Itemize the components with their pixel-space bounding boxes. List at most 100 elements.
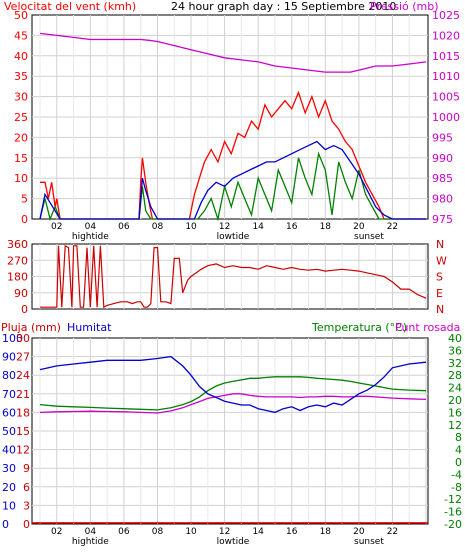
pressure-title: Pressió (mb) (370, 0, 439, 13)
y-right-tick-label: N (436, 303, 444, 316)
x-tick-label: 08 (152, 222, 164, 232)
y-left-tick-label: 180 (7, 271, 28, 284)
x-tick-label: 10 (185, 222, 197, 232)
y-right-tick-label: 1020 (432, 29, 460, 42)
y-rain-tick-label: 9 (23, 462, 30, 475)
temp-panel-axes: 0102030405060708090100036912151821242730… (2, 332, 462, 547)
x-tick-label: 02 (51, 527, 62, 537)
x-tick-label: 06 (118, 222, 130, 232)
wind-panel-grid (32, 15, 428, 219)
y-temp-tick-label: -20 (444, 518, 462, 531)
y-humidity-tick-label: 100 (2, 332, 23, 345)
y-left-tick-label: 15 (14, 152, 28, 165)
y-temp-tick-label: -16 (444, 506, 462, 519)
x-tick-label: 16 (286, 222, 298, 232)
y-rain-tick-label: 15 (16, 425, 30, 438)
y-humidity-tick-label: 10 (2, 499, 16, 512)
y-right-tick-label: 975 (432, 213, 453, 226)
y-humidity-tick-label: 60 (2, 406, 16, 419)
y-temp-tick-label: 4 (455, 444, 462, 457)
series-dewpoint (39, 393, 427, 414)
y-right-tick-label: 1010 (432, 70, 460, 83)
y-left-tick-label: 40 (14, 50, 28, 63)
y-temp-tick-label: 40 (448, 332, 462, 345)
y-humidity-tick-label: 90 (2, 351, 16, 364)
x-tick-label: 12 (219, 222, 230, 232)
y-humidity-tick-label: 20 (2, 481, 16, 494)
y-left-tick-label: 35 (14, 70, 28, 83)
y-left-tick-label: 50 (14, 9, 28, 22)
dew-title: Punt rosada (395, 321, 460, 334)
series-temperature (39, 376, 427, 411)
x-tick-label: 02 (51, 222, 62, 232)
y-humidity-tick-label: 0 (2, 518, 9, 531)
y-right-tick-label: W (436, 254, 447, 267)
x-tick-label: 14 (252, 222, 264, 232)
y-temp-tick-label: 32 (448, 357, 462, 370)
y-temp-tick-label: 16 (448, 406, 462, 419)
y-left-tick-label: 90 (14, 287, 28, 300)
y-right-tick-label: E (436, 287, 443, 300)
marker-label: lowtide (217, 537, 250, 547)
x-tick-label: 22 (387, 527, 398, 537)
wind-panel-series (39, 32, 427, 222)
y-humidity-tick-label: 80 (2, 369, 16, 382)
marker-label: sunset (354, 537, 384, 547)
humidity-title: Humitat (67, 321, 112, 334)
y-left-tick-label: 20 (14, 131, 28, 144)
y-humidity-tick-label: 70 (2, 388, 16, 401)
x-tick-label: 10 (185, 527, 197, 537)
y-right-tick-label: 985 (432, 172, 453, 185)
y-left-tick-label: 0 (21, 303, 28, 316)
series-average (39, 140, 426, 220)
marker-label: hightide (72, 232, 109, 242)
y-left-tick-label: 5 (21, 193, 28, 206)
y-rain-tick-label: 30 (16, 332, 30, 345)
y-left-tick-label: 270 (7, 254, 28, 267)
y-temp-tick-label: 36 (448, 344, 462, 357)
x-tick-label: 18 (320, 527, 332, 537)
y-right-tick-label: 1015 (432, 50, 460, 63)
y-temp-tick-label: 24 (448, 382, 462, 395)
y-humidity-tick-label: 50 (2, 425, 16, 438)
rain-title: Pluja (mm) (1, 321, 61, 334)
y-left-tick-label: 30 (14, 91, 28, 104)
x-tick-label: 04 (85, 527, 97, 537)
y-right-tick-label: 1005 (432, 91, 460, 104)
wind-panel-axes: 0510152025303540455097598098599099510001… (14, 9, 460, 242)
marker-label: sunset (354, 232, 384, 242)
x-tick-label: 22 (387, 222, 398, 232)
y-rain-tick-label: 3 (23, 499, 30, 512)
main-title: 24 hour graph day : 15 Septiembre 2010 (171, 0, 396, 13)
y-temp-tick-label: -8 (451, 481, 462, 494)
y-left-tick-label: 10 (14, 172, 28, 185)
y-temp-tick-label: 12 (448, 419, 462, 432)
y-left-tick-label: 45 (14, 29, 28, 42)
temp-title: Temperatura (°C) (311, 321, 407, 334)
y-rain-tick-label: 18 (16, 406, 30, 419)
series-direction (40, 244, 427, 309)
series-pressure (39, 32, 427, 73)
y-rain-tick-label: 6 (23, 481, 30, 494)
y-humidity-tick-label: 30 (2, 462, 16, 475)
y-rain-tick-label: 12 (16, 444, 30, 457)
x-tick-label: 20 (353, 527, 365, 537)
y-temp-tick-label: 0 (455, 456, 462, 469)
series-green (39, 151, 426, 222)
y-left-tick-label: 25 (14, 111, 28, 124)
y-right-tick-label: 995 (432, 131, 453, 144)
y-humidity-tick-label: 40 (2, 444, 16, 457)
y-left-tick-label: 360 (7, 238, 28, 251)
marker-label: hightide (72, 537, 109, 547)
y-rain-tick-label: 24 (16, 369, 30, 382)
series-humidity (39, 355, 427, 414)
y-right-tick-label: 1025 (432, 9, 460, 22)
y-temp-tick-label: 28 (448, 369, 462, 382)
x-tick-label: 18 (320, 222, 332, 232)
temp-panel-grid (32, 338, 428, 524)
marker-label: lowtide (217, 232, 250, 242)
wind-title: Velocitat del vent (kmh) (4, 0, 136, 13)
y-temp-tick-label: -4 (451, 468, 462, 481)
